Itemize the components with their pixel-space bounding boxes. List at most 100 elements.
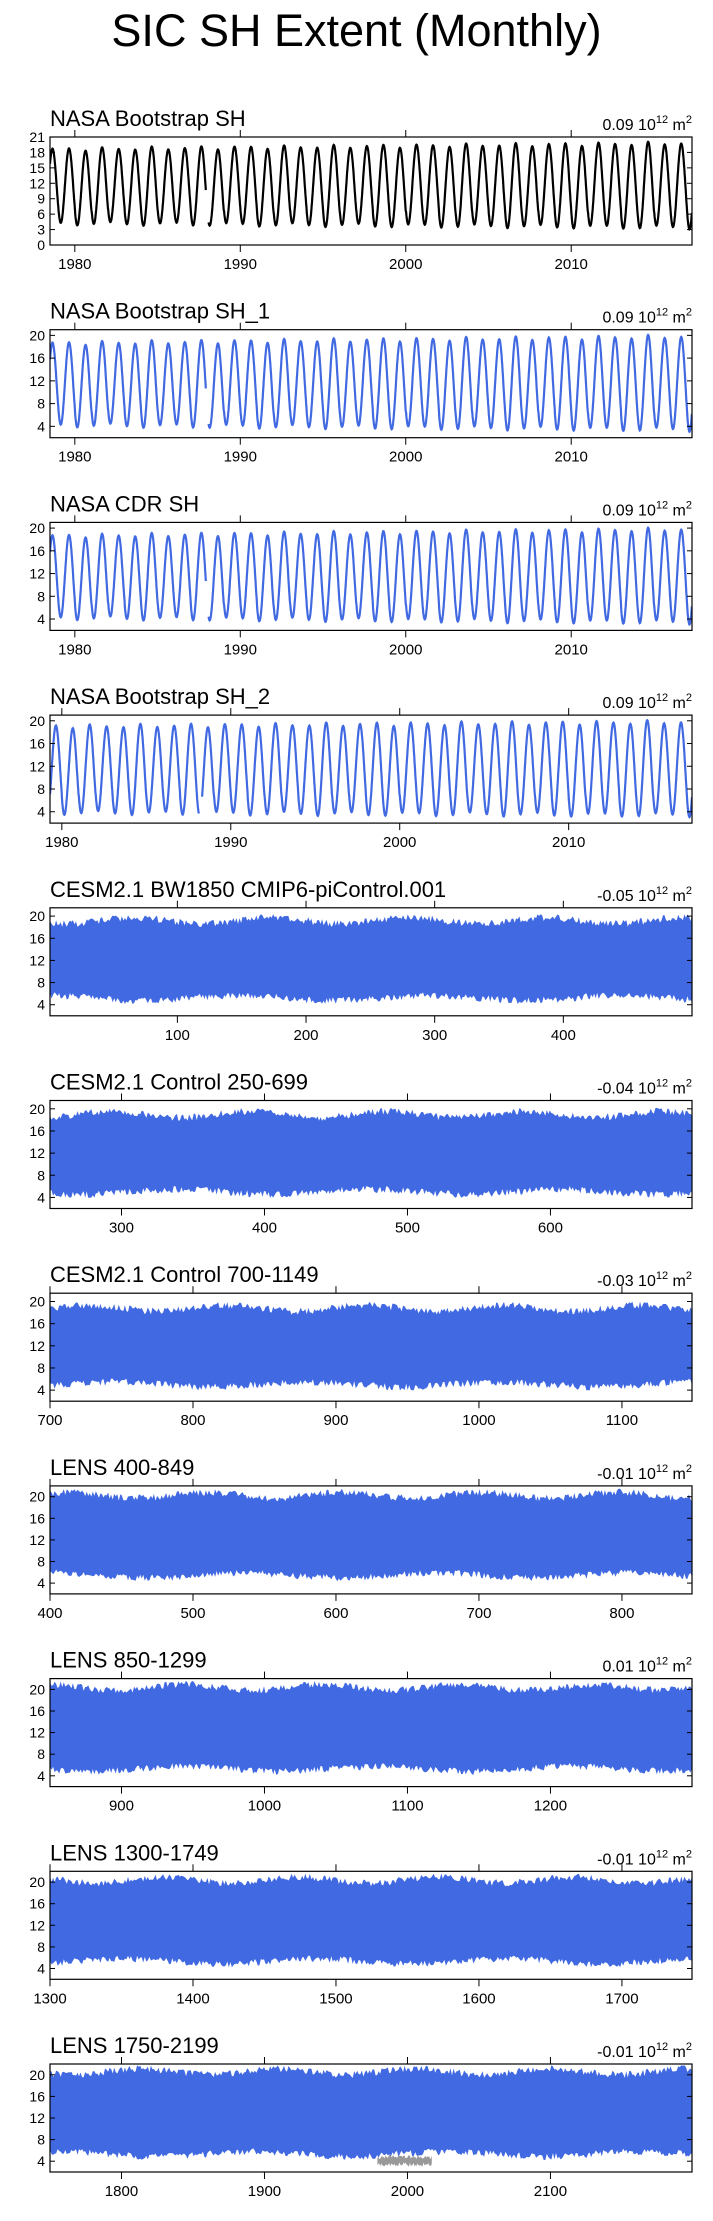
x-tick-label: 1700	[605, 1990, 638, 2007]
x-tick-label: 800	[180, 1412, 205, 1429]
x-tick-label: 200	[294, 1027, 319, 1044]
trend-value: -0.05	[597, 888, 634, 905]
x-tick-label: 2000	[389, 256, 422, 273]
y-tick-label: 12	[29, 1145, 45, 1161]
trend-unit-m-exponent: 2	[686, 307, 692, 319]
x-tick-label: 1200	[534, 1798, 567, 1815]
trend-unit-m: m	[668, 695, 686, 712]
y-tick-label: 16	[29, 1123, 45, 1139]
series-band	[50, 1301, 692, 1391]
y-tick-label: 12	[29, 175, 45, 191]
series-line	[50, 333, 692, 434]
x-tick-label: 2000	[389, 641, 422, 658]
panel: CESM2.1 Control 250-699 -0.04 1012 m24812…	[29, 1070, 693, 1237]
panel: CESM2.1 Control 700-1149 -0.03 1012 m2481…	[29, 1262, 693, 1429]
y-tick-label: 0	[37, 237, 45, 253]
trend-value: 0.09	[602, 310, 633, 327]
trend-value: -0.03	[597, 1273, 634, 1290]
panel-title: CESM2.1 BW1850 CMIP6-piControl.001	[50, 877, 446, 902]
x-tick-label: 1300	[33, 1990, 66, 2007]
series-band	[50, 1107, 692, 1198]
trend-value: 0.09	[602, 117, 633, 134]
series-band	[50, 2065, 692, 2160]
trend-label: 0.09 1012 m2	[602, 499, 692, 519]
y-tick-label: 4	[37, 1382, 45, 1398]
trend-unit: 10	[634, 117, 656, 134]
series-band	[50, 914, 692, 1004]
panel-title: NASA CDR SH	[50, 491, 199, 516]
y-tick-label: 9	[37, 191, 45, 207]
x-tick-label: 800	[609, 1605, 634, 1622]
trend-value: 0.09	[602, 695, 633, 712]
trend-unit-m: m	[668, 1081, 686, 1098]
trend-exponent: 12	[656, 499, 668, 511]
trend-exponent: 12	[656, 2041, 668, 2053]
trend-unit-m: m	[668, 1659, 686, 1676]
x-tick-label: 700	[466, 1605, 491, 1622]
x-tick-label: 2000	[383, 834, 416, 851]
trend-value: 0.01	[602, 1659, 633, 1676]
panel-title: NASA Bootstrap SH_1	[50, 299, 270, 324]
x-tick-label: 500	[180, 1605, 205, 1622]
y-tick-label: 20	[29, 1294, 45, 1310]
trend-value: -0.01	[597, 2044, 634, 2061]
y-tick-label: 4	[37, 804, 45, 820]
trend-exponent: 12	[656, 1848, 668, 1860]
trend-exponent: 12	[656, 1463, 668, 1475]
y-tick-label: 4	[37, 611, 45, 627]
x-tick-label: 1980	[58, 256, 91, 273]
x-tick-label: 1990	[224, 641, 257, 658]
trend-unit-m: m	[668, 1851, 686, 1868]
trend-unit-m: m	[668, 1273, 686, 1290]
x-tick-label: 1800	[105, 2183, 138, 2200]
trend-exponent: 12	[656, 885, 668, 897]
panel: NASA Bootstrap SH_1 0.09 1012 m2481216201…	[29, 299, 693, 466]
trend-value: 0.09	[602, 502, 633, 519]
x-tick-label: 600	[538, 1220, 563, 1237]
plot-frame	[49, 521, 693, 632]
trend-unit-m: m	[668, 2044, 686, 2061]
x-tick-label: 1100	[606, 1412, 638, 1429]
trend-label: -0.03 1012 m2	[597, 1270, 692, 1290]
x-tick-label: 1990	[224, 256, 257, 273]
y-tick-label: 20	[29, 2067, 45, 2083]
y-tick-label: 12	[29, 758, 45, 774]
trend-value: -0.04	[597, 1081, 634, 1098]
y-tick-label: 12	[29, 1338, 45, 1354]
series-line	[50, 140, 692, 231]
y-tick-label: 20	[29, 1489, 45, 1505]
trend-exponent: 12	[656, 1656, 668, 1668]
panel: CESM2.1 BW1850 CMIP6-piControl.001 -0.05 …	[29, 877, 693, 1044]
plot-frame	[49, 907, 693, 1017]
x-tick-label: 2010	[555, 449, 588, 466]
y-tick-label: 20	[29, 520, 45, 536]
panel-title: LENS 1300-1749	[50, 1840, 219, 1865]
trend-unit-m-exponent: 2	[686, 2041, 692, 2053]
trend-value: -0.01	[597, 1466, 634, 1483]
y-tick-label: 16	[29, 543, 45, 559]
trend-exponent: 12	[656, 114, 668, 126]
plot-frame	[49, 1292, 693, 1402]
trend-unit-m: m	[668, 310, 686, 327]
x-tick-label: 1500	[319, 1990, 352, 2007]
trend-unit-m: m	[668, 888, 686, 905]
y-tick-label: 12	[29, 1725, 45, 1741]
trend-unit-m-exponent: 2	[686, 1463, 692, 1475]
trend-unit-m-exponent: 2	[686, 499, 692, 511]
trend-value: -0.01	[597, 1851, 634, 1868]
y-tick-label: 21	[29, 129, 45, 145]
panel-title: CESM2.1 Control 250-699	[50, 1070, 308, 1095]
panel-title: CESM2.1 Control 700-1149	[50, 1262, 319, 1287]
y-tick-label: 20	[29, 1101, 45, 1117]
trend-unit-m-exponent: 2	[686, 1848, 692, 1860]
x-tick-label: 1400	[176, 1990, 209, 2007]
series-band	[50, 1488, 692, 1582]
x-tick-label: 1600	[462, 1990, 495, 2007]
series-line	[50, 525, 692, 627]
x-tick-label: 900	[109, 1798, 134, 1815]
trend-unit-m-exponent: 2	[686, 1656, 692, 1668]
